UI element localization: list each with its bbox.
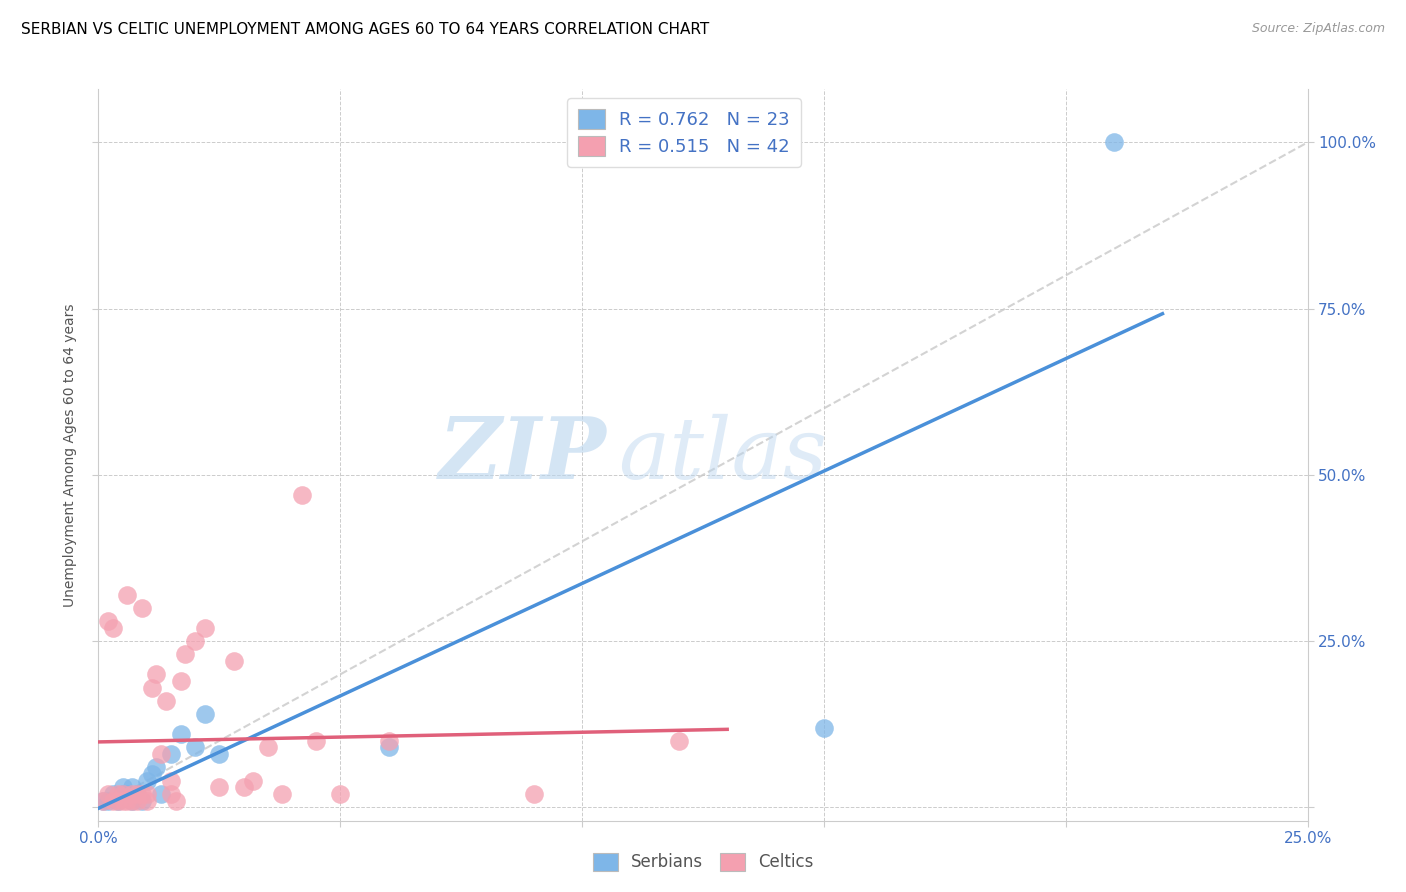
Text: SERBIAN VS CELTIC UNEMPLOYMENT AMONG AGES 60 TO 64 YEARS CORRELATION CHART: SERBIAN VS CELTIC UNEMPLOYMENT AMONG AGE…	[21, 22, 710, 37]
Point	[107, 794, 129, 808]
Point	[208, 747, 231, 761]
Point	[523, 787, 546, 801]
Point	[97, 614, 120, 628]
Point	[160, 747, 183, 761]
Point	[97, 787, 120, 801]
Point	[107, 794, 129, 808]
Point	[208, 780, 231, 795]
Point	[160, 787, 183, 801]
Point	[813, 721, 835, 735]
Point	[329, 787, 352, 801]
Point	[160, 773, 183, 788]
Point	[141, 681, 163, 695]
Point	[150, 787, 173, 801]
Point	[150, 747, 173, 761]
Point	[184, 634, 207, 648]
Point	[165, 794, 187, 808]
Point	[141, 767, 163, 781]
Point	[111, 780, 134, 795]
Point	[232, 780, 254, 795]
Point	[131, 794, 153, 808]
Point	[121, 794, 143, 808]
Point	[135, 787, 157, 801]
Point	[117, 794, 139, 808]
Point	[377, 740, 399, 755]
Point	[135, 773, 157, 788]
Point	[131, 787, 153, 801]
Point	[121, 787, 143, 801]
Point	[222, 654, 245, 668]
Point	[111, 794, 134, 808]
Point	[169, 673, 191, 688]
Point	[121, 780, 143, 795]
Point	[97, 794, 120, 808]
Text: atlas: atlas	[619, 414, 828, 496]
Point	[101, 621, 124, 635]
Point	[101, 787, 124, 801]
Point	[111, 787, 134, 801]
Point	[127, 794, 149, 808]
Point	[135, 794, 157, 808]
Point	[1102, 136, 1125, 150]
Point	[131, 600, 153, 615]
Point	[127, 787, 149, 801]
Point	[242, 773, 264, 788]
Point	[127, 787, 149, 801]
Point	[145, 667, 167, 681]
Point	[271, 787, 294, 801]
Point	[668, 734, 690, 748]
Point	[111, 787, 134, 801]
Point	[145, 760, 167, 774]
Point	[169, 727, 191, 741]
Point	[194, 707, 217, 722]
Point	[290, 488, 312, 502]
Point	[184, 740, 207, 755]
Point	[101, 794, 124, 808]
Text: Source: ZipAtlas.com: Source: ZipAtlas.com	[1251, 22, 1385, 36]
Point	[174, 648, 197, 662]
Point	[117, 588, 139, 602]
Point	[256, 740, 278, 755]
Point	[194, 621, 217, 635]
Point	[91, 794, 114, 808]
Y-axis label: Unemployment Among Ages 60 to 64 years: Unemployment Among Ages 60 to 64 years	[63, 303, 77, 607]
Legend: Serbians, Celtics: Serbians, Celtics	[586, 847, 820, 878]
Point	[121, 794, 143, 808]
Point	[107, 787, 129, 801]
Text: ZIP: ZIP	[439, 413, 606, 497]
Point	[91, 794, 114, 808]
Point	[155, 694, 177, 708]
Point	[305, 734, 328, 748]
Point	[377, 734, 399, 748]
Point	[117, 787, 139, 801]
